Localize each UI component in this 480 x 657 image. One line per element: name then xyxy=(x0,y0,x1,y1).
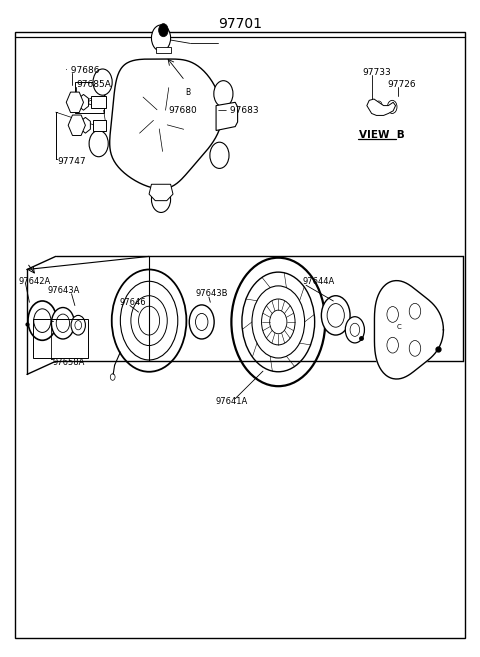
Circle shape xyxy=(51,307,74,339)
Circle shape xyxy=(387,337,398,353)
Polygon shape xyxy=(367,99,396,116)
Circle shape xyxy=(387,101,397,114)
Text: B: B xyxy=(185,88,190,97)
Text: 97680: 97680 xyxy=(168,106,197,116)
Text: 97658A: 97658A xyxy=(52,358,85,367)
Circle shape xyxy=(152,186,170,212)
Circle shape xyxy=(398,321,412,339)
Circle shape xyxy=(71,315,85,335)
Circle shape xyxy=(214,81,233,107)
Text: — 97683: — 97683 xyxy=(217,106,258,116)
Circle shape xyxy=(28,301,57,340)
Circle shape xyxy=(375,101,382,110)
Circle shape xyxy=(270,310,287,334)
Polygon shape xyxy=(68,115,85,135)
Text: · 97686: · 97686 xyxy=(65,66,100,76)
Circle shape xyxy=(345,317,364,343)
Polygon shape xyxy=(66,92,84,112)
Text: VIEW  B: VIEW B xyxy=(359,130,405,140)
Text: 97641A: 97641A xyxy=(215,397,247,407)
Polygon shape xyxy=(149,184,173,200)
Text: C: C xyxy=(397,323,402,330)
Circle shape xyxy=(322,296,350,335)
Bar xyxy=(75,82,104,114)
Circle shape xyxy=(179,81,196,104)
Circle shape xyxy=(110,374,115,380)
Polygon shape xyxy=(216,102,238,131)
Bar xyxy=(93,120,106,131)
Text: 97680: 97680 xyxy=(76,98,105,107)
Polygon shape xyxy=(374,281,444,379)
Circle shape xyxy=(226,106,238,122)
Circle shape xyxy=(135,83,187,155)
Circle shape xyxy=(158,24,168,37)
Circle shape xyxy=(69,98,76,107)
Circle shape xyxy=(189,305,214,339)
Circle shape xyxy=(89,131,108,157)
Circle shape xyxy=(387,307,398,323)
Circle shape xyxy=(231,258,325,386)
Circle shape xyxy=(152,25,170,51)
Text: 97642A: 97642A xyxy=(19,277,51,286)
Circle shape xyxy=(384,300,427,359)
Polygon shape xyxy=(110,59,222,189)
Bar xyxy=(33,319,88,358)
Bar xyxy=(91,97,106,108)
Circle shape xyxy=(112,269,186,372)
Circle shape xyxy=(93,69,112,95)
Polygon shape xyxy=(79,95,88,110)
Circle shape xyxy=(71,121,78,130)
Circle shape xyxy=(252,286,305,358)
Text: 97643B: 97643B xyxy=(196,289,228,298)
Circle shape xyxy=(409,304,420,319)
Text: 97643A: 97643A xyxy=(48,286,80,295)
Text: 97685A: 97685A xyxy=(76,80,111,89)
Text: 97646: 97646 xyxy=(120,298,146,307)
Text: 97644A: 97644A xyxy=(302,277,335,286)
Circle shape xyxy=(210,142,229,168)
Circle shape xyxy=(131,296,167,346)
Polygon shape xyxy=(81,118,90,133)
Text: 97747: 97747 xyxy=(57,157,86,166)
Text: 97726: 97726 xyxy=(387,80,416,89)
Text: 97701: 97701 xyxy=(218,17,262,32)
Text: 97733: 97733 xyxy=(362,68,391,78)
Bar xyxy=(156,47,170,53)
Circle shape xyxy=(409,340,420,356)
